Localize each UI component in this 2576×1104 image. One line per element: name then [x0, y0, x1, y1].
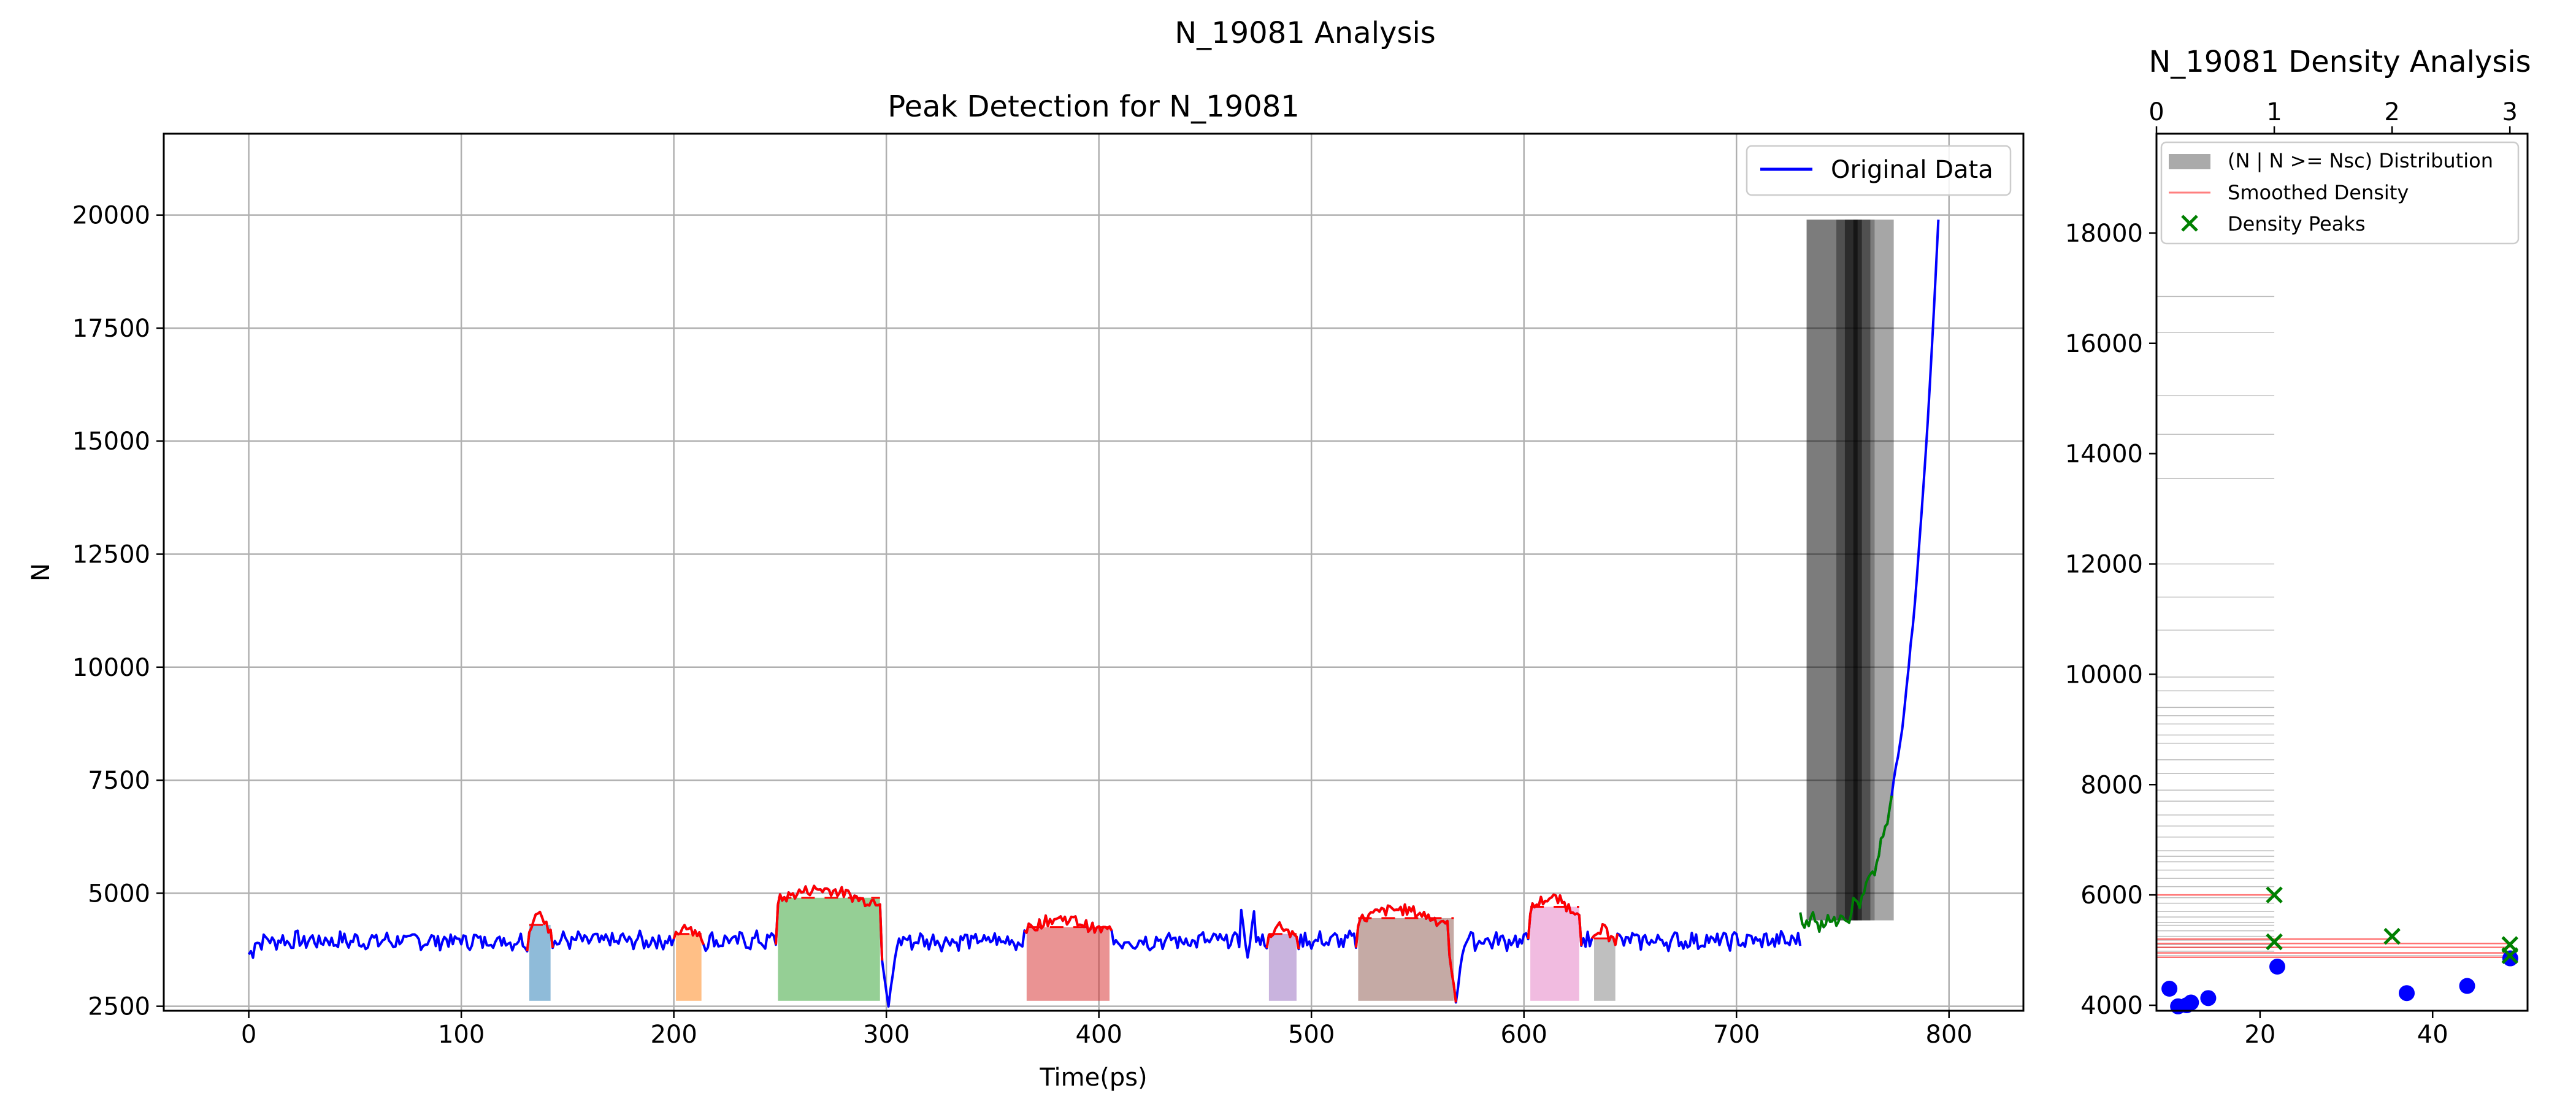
density-point [2502, 950, 2518, 967]
density-peak-stroke [2266, 933, 2283, 951]
grey-bar [1806, 220, 1875, 921]
x-tick-label: 600 [1501, 1021, 1547, 1049]
peak-fill [1358, 918, 1454, 1001]
main-ticks: 0 100 200 300 400 500 600 700 800 2500 5000 7500 100… [72, 202, 1972, 1049]
x-tick-label: 300 [863, 1021, 910, 1049]
bottom-x-tick-label: 20 [2244, 1021, 2275, 1049]
main-y-axis-label: N [27, 563, 55, 581]
peak-detection-chart: Peak Detection for N_19081 0 100 200 300 400… [27, 90, 2025, 1092]
peak-fill [1594, 938, 1616, 1001]
legend-distribution-swatch [2169, 154, 2210, 169]
density-y-tick-label: 4000 [2080, 992, 2143, 1020]
figure-title: N_19081 Analysis [1175, 16, 1436, 50]
top-x-tick-label: 1 [2266, 98, 2282, 126]
legend-peaks-marker [2181, 215, 2198, 232]
peak-segment [1023, 914, 1113, 934]
x-tick-label: 400 [1075, 1021, 1122, 1049]
x-tick-label: 500 [1288, 1021, 1335, 1049]
y-tick-label: 20000 [72, 202, 150, 230]
grey-bar [1806, 220, 1894, 921]
density-ticks: 0 1 2 3 20 40 4000 6000 8000 10000 12000 14000 16000… [2065, 98, 2518, 1049]
main-legend-box [1746, 145, 2012, 196]
peak-fill [1268, 933, 1297, 1001]
density-y-tick-label: 10000 [2065, 661, 2143, 689]
grey-bars [1806, 220, 1894, 921]
density-lines [2156, 296, 2518, 1014]
density-y-tick-label: 8000 [2080, 771, 2143, 799]
density-point [2459, 978, 2475, 994]
peak-segment [775, 884, 884, 961]
peak-fills [529, 897, 1616, 1001]
density-peak-marker [2266, 886, 2283, 903]
density-point [2399, 985, 2415, 1002]
density-legend-box [2160, 141, 2520, 245]
main-x-axis-label: Time(ps) [1039, 1064, 1147, 1092]
density-peak-marker [2383, 927, 2401, 945]
x-tick-label: 700 [1713, 1021, 1760, 1049]
y-tick-label: 10000 [72, 654, 150, 682]
grey-bar [1853, 220, 1858, 921]
density-y-tick-label: 6000 [2080, 881, 2143, 910]
legend-peaks-label: Density Peaks [2228, 212, 2365, 236]
peak-segment [526, 910, 554, 952]
peak-fill [778, 897, 880, 1001]
density-legend: (N | N >= Nsc) Distribution Smoothed Den… [2160, 141, 2520, 245]
density-point [2269, 959, 2285, 975]
main-lines [247, 220, 1940, 1008]
peak-fill [529, 924, 551, 1001]
y-tick-label: 12500 [72, 541, 150, 569]
density-y-tick-label: 12000 [2065, 551, 2143, 579]
peak-segment [1527, 893, 1583, 946]
y-tick-label: 15000 [72, 427, 150, 456]
density-y-tick-label: 16000 [2065, 330, 2143, 358]
peak-segment [1354, 903, 1457, 1003]
peak-fill [1530, 907, 1579, 1001]
density-y-tick-label: 18000 [2065, 220, 2143, 248]
density-point [2183, 994, 2199, 1011]
density-peak-stroke [2383, 927, 2401, 945]
peak-segment [1265, 921, 1300, 949]
y-tick-label: 7500 [88, 767, 150, 795]
density-plot-frame [2155, 132, 2529, 1012]
peak-fill [1026, 927, 1110, 1001]
density-peak-stroke [2266, 886, 2283, 903]
rise-green-segment [1799, 795, 1893, 933]
density-chart-title: N_19081 Density Analysis [2149, 45, 2531, 79]
y-tick-label: 5000 [88, 880, 150, 908]
peak-fill [676, 933, 702, 1001]
main-plot-frame [163, 132, 2025, 1012]
peak-segment [1591, 923, 1619, 946]
main-chart-title: Peak Detection for N_19081 [887, 90, 1300, 124]
density-peak-marker [2266, 933, 2283, 951]
density-point [2200, 990, 2217, 1006]
density-y-tick-label: 14000 [2065, 440, 2143, 469]
x-tick-label: 100 [438, 1021, 485, 1049]
legend-smoothed-label: Smoothed Density [2228, 181, 2409, 204]
main-grid [164, 134, 2023, 1011]
x-tick-label: 800 [1926, 1021, 1972, 1049]
bottom-x-tick-label: 40 [2417, 1021, 2448, 1049]
legend-original-data-label: Original Data [1831, 156, 1993, 184]
density-peak-stroke [2501, 947, 2518, 964]
top-x-tick-label: 0 [2149, 98, 2164, 126]
x-tick-label: 0 [241, 1021, 256, 1049]
top-x-tick-label: 2 [2384, 98, 2399, 126]
density-peak-marker [2501, 947, 2518, 964]
y-tick-label: 2500 [88, 993, 150, 1021]
legend-distribution-label: (N | N >= Nsc) Distribution [2228, 149, 2493, 172]
top-x-tick-label: 3 [2502, 98, 2517, 126]
main-legend: Original Data [1746, 145, 2012, 196]
y-tick-label: 17500 [72, 315, 150, 343]
density-point [2161, 981, 2178, 997]
x-tick-label: 200 [650, 1021, 697, 1049]
peak-segment [672, 924, 705, 945]
density-analysis-chart: N_19081 Density Analysis 0 1 2 3 20 40 4000 600… [2065, 45, 2531, 1049]
